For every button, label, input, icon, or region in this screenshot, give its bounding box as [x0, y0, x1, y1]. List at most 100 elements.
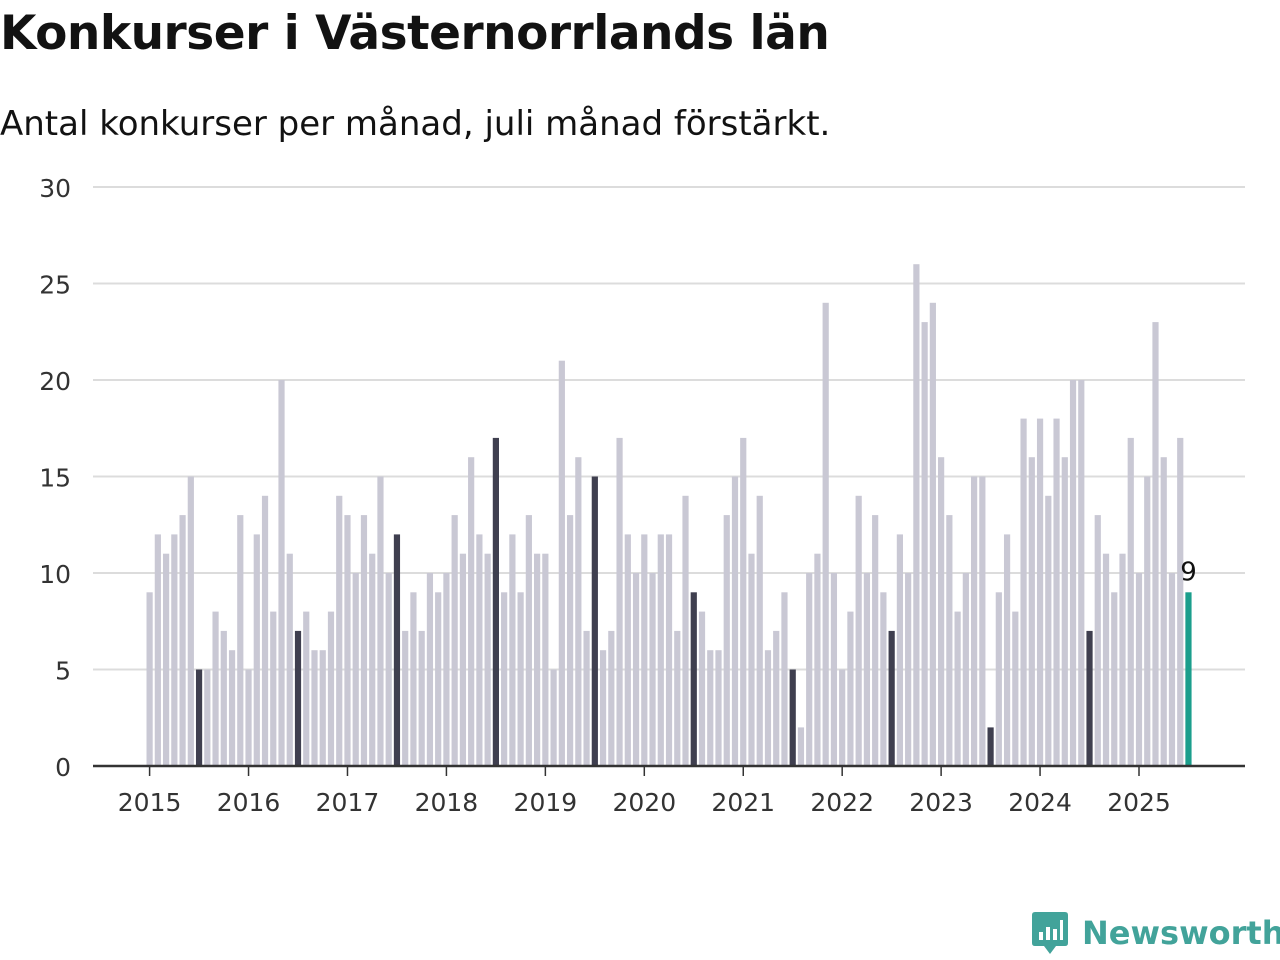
bar — [311, 650, 318, 766]
bar — [146, 592, 153, 766]
bar — [1078, 380, 1085, 766]
bar — [698, 611, 706, 766]
page-subtitle: Antal konkurser per månad, juli månad fö… — [0, 104, 831, 144]
bar — [781, 592, 788, 766]
bar — [459, 553, 467, 766]
bar — [360, 515, 368, 766]
bar — [1160, 457, 1167, 766]
bar — [566, 515, 574, 766]
bar — [162, 553, 170, 766]
bar — [929, 302, 936, 766]
y-tick-label: 30 — [39, 174, 71, 203]
y-tick-label: 5 — [55, 657, 71, 686]
bar — [591, 476, 598, 766]
y-tick-label: 20 — [39, 367, 71, 396]
bar — [748, 553, 755, 766]
bar — [237, 515, 244, 766]
bar — [674, 630, 681, 766]
bar — [294, 630, 302, 766]
bar — [715, 650, 722, 766]
bar — [1036, 418, 1044, 766]
bar — [913, 264, 920, 766]
bar — [1086, 630, 1093, 766]
bar — [1185, 592, 1192, 766]
bar — [814, 553, 821, 766]
bar — [443, 573, 450, 766]
x-tick-label: 2015 — [118, 788, 182, 817]
bar — [1127, 437, 1134, 766]
bar — [344, 515, 351, 766]
bar — [501, 592, 508, 766]
x-tick-label: 2016 — [217, 788, 281, 817]
bar — [880, 592, 887, 766]
bar — [542, 553, 549, 766]
bar — [534, 553, 541, 766]
bar — [550, 669, 557, 766]
bar — [806, 573, 813, 766]
brand-logo: Newsworthy — [1030, 910, 1280, 956]
bar — [253, 534, 260, 766]
bar — [492, 437, 499, 766]
bar — [731, 476, 739, 766]
bar — [476, 534, 483, 766]
y-tick-label: 25 — [39, 271, 71, 300]
x-tick-label: 2022 — [810, 788, 874, 817]
bar — [773, 630, 780, 766]
bar — [839, 669, 846, 766]
bar — [171, 534, 178, 766]
bar — [270, 611, 277, 766]
bar — [830, 573, 838, 766]
bar — [393, 534, 401, 766]
x-tick-label: 2023 — [909, 788, 973, 817]
bar — [855, 495, 862, 766]
x-tick-label: 2024 — [1008, 788, 1072, 817]
bar — [327, 611, 335, 766]
bar — [822, 302, 829, 766]
bar — [987, 727, 994, 766]
bar — [690, 592, 697, 766]
bar — [995, 592, 1002, 766]
bar — [451, 515, 458, 766]
bar — [336, 495, 343, 766]
x-tick-label: 2019 — [514, 788, 578, 817]
bar — [921, 322, 928, 766]
page-title: Konkurser i Västernorrlands län — [0, 6, 830, 61]
bar — [319, 650, 326, 766]
x-tick-label: 2018 — [415, 788, 479, 817]
bar — [905, 573, 912, 766]
bar — [286, 553, 293, 766]
bar — [220, 630, 227, 766]
bar — [1069, 380, 1077, 766]
bar — [896, 534, 903, 766]
bar — [764, 650, 772, 766]
bar — [1144, 476, 1151, 766]
bar — [261, 495, 269, 766]
bar — [509, 534, 516, 766]
bar — [789, 669, 796, 766]
bar — [204, 669, 211, 766]
bar — [228, 650, 236, 766]
bar — [649, 573, 656, 766]
bar — [657, 534, 664, 766]
bar — [1177, 437, 1184, 766]
bar — [583, 630, 590, 766]
bar — [369, 553, 376, 766]
bar — [872, 515, 879, 766]
bar — [1094, 515, 1101, 766]
bar — [756, 495, 763, 766]
bar — [938, 457, 945, 766]
bar — [1020, 418, 1027, 766]
bar — [1102, 553, 1110, 766]
bar — [888, 630, 895, 766]
bar — [1135, 573, 1143, 766]
bar — [418, 630, 425, 766]
bar — [797, 727, 805, 766]
bar — [1168, 573, 1176, 766]
bar — [385, 573, 392, 766]
bar — [517, 592, 524, 766]
bar — [377, 476, 384, 766]
y-tick-label: 10 — [39, 560, 71, 589]
bar — [740, 437, 747, 766]
